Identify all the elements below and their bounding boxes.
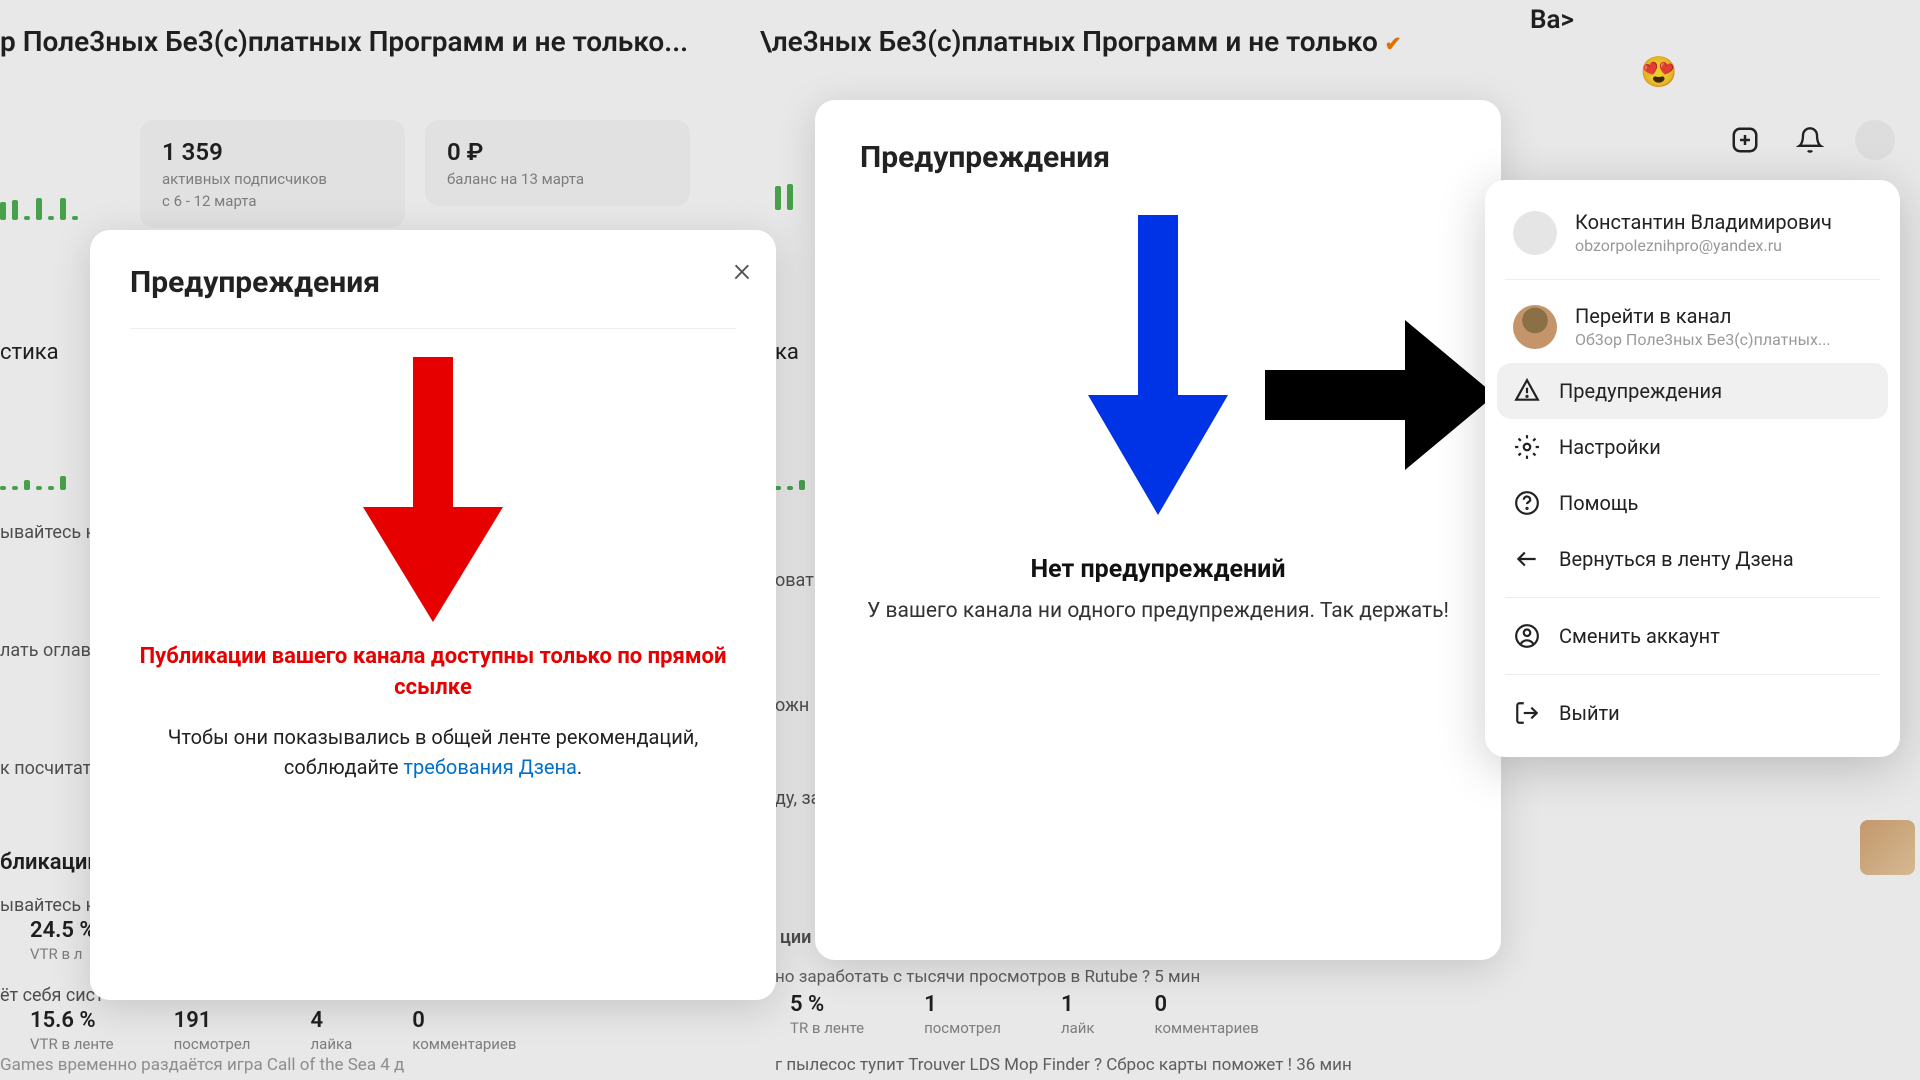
divider <box>130 328 736 329</box>
warning-title: Публикации вашего канала доступны только… <box>130 642 736 704</box>
mini-bars-left2 <box>0 450 66 490</box>
arrow-left-icon <box>1513 545 1541 573</box>
modal-title: Предупреждения <box>860 140 1456 175</box>
stat-row-right: 5 %TR в ленте 1посмотрел 1лайк 0коммента… <box>790 992 1259 1037</box>
mini-bars-right2 <box>775 450 805 490</box>
dropdown-user[interactable]: Константин Владимирович obzorpoleznihpro… <box>1497 196 1888 269</box>
warnings-modal-left: Предупреждения × Публикации вашего канал… <box>90 230 776 1000</box>
important-label: Ва> <box>1530 5 1574 35</box>
heart-eyes-emoji: 😍 <box>1640 55 1677 90</box>
mini-bars-left <box>0 180 78 220</box>
balance-card: 0 ₽ баланс на 13 марта <box>425 120 690 206</box>
no-warnings-title: Нет предупреждений <box>860 555 1456 584</box>
dropdown-help[interactable]: Помощь <box>1497 475 1888 531</box>
channel-name: Об3ор Поле3ных Бе3(с)платных... <box>1575 330 1831 349</box>
no-warnings-subtitle: У вашего канала ни одного предупреждения… <box>860 596 1456 628</box>
modal-title: Предупреждения <box>130 265 736 300</box>
stat-row-1: 24.5 %VTR в л <box>30 918 96 963</box>
dropdown-channel[interactable]: Перейти в канал Об3ор Поле3ных Бе3(с)пла… <box>1497 290 1888 363</box>
account-dropdown: Константин Владимирович obzorpoleznihpro… <box>1485 180 1900 757</box>
subscribers-card: 1 359 активных подписчиков с 6 - 12 март… <box>140 120 405 228</box>
publications-heading: бликации <box>0 850 100 875</box>
thumbnail <box>1860 820 1915 875</box>
dropdown-back[interactable]: Вернуться в ленту Дзена <box>1497 531 1888 587</box>
add-icon[interactable] <box>1725 120 1765 160</box>
red-arrow-icon <box>363 357 503 622</box>
user-circle-icon <box>1513 622 1541 650</box>
dropdown-switch-account[interactable]: Сменить аккаунт <box>1497 608 1888 664</box>
channel-title-left: р Поле3ных Бе3(с)платных Программ и не т… <box>0 25 688 58</box>
help-icon <box>1513 489 1541 517</box>
stat-row-2: 15.6 %VTR в ленте 191посмотрел 4лайка 0к… <box>30 1008 516 1053</box>
bell-icon[interactable] <box>1790 120 1830 160</box>
requirements-link[interactable]: требования Дзена <box>403 755 576 779</box>
warning-subtitle: Чтобы они показывались в общей ленте рек… <box>130 722 736 782</box>
blue-arrow-icon <box>1088 215 1228 515</box>
tab-stats-right[interactable]: ка <box>775 340 799 365</box>
user-email: obzorpoleznihpro@yandex.ru <box>1575 236 1832 255</box>
avatar-icon[interactable] <box>1855 120 1895 160</box>
mini-bars-right <box>775 170 793 210</box>
warnings-modal-right: Предупреждения Нет предупреждений У ваше… <box>815 100 1501 960</box>
channel-avatar-icon <box>1513 305 1557 349</box>
close-icon[interactable]: × <box>733 250 751 290</box>
dropdown-settings[interactable]: Настройки <box>1497 419 1888 475</box>
logout-icon <box>1513 699 1541 727</box>
tab-stats[interactable]: стика <box>0 340 59 365</box>
channel-title-right: \ле3ных Бе3(с)платных Программ и не толь… <box>760 25 1402 58</box>
gear-icon <box>1513 433 1541 461</box>
dropdown-warnings[interactable]: Предупреждения <box>1497 363 1888 419</box>
user-name: Константин Владимирович <box>1575 210 1832 234</box>
black-arrow-icon <box>1265 320 1495 470</box>
warning-icon <box>1513 377 1541 405</box>
dropdown-logout[interactable]: Выйти <box>1497 685 1888 741</box>
topbar <box>1725 120 1895 160</box>
user-avatar-icon <box>1513 211 1557 255</box>
channel-link-label: Перейти в канал <box>1575 304 1831 328</box>
